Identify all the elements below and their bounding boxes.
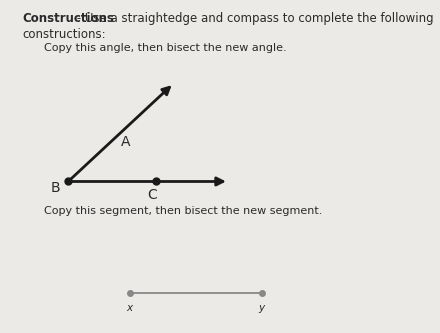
- Text: Copy this angle, then bisect the new angle.: Copy this angle, then bisect the new ang…: [44, 43, 286, 53]
- Text: y: y: [259, 303, 265, 313]
- Text: constructions:: constructions:: [22, 28, 106, 41]
- Text: x: x: [127, 303, 133, 313]
- Text: Copy this segment, then bisect the new segment.: Copy this segment, then bisect the new s…: [44, 206, 323, 216]
- Text: C: C: [147, 188, 157, 202]
- Text: B: B: [50, 181, 60, 195]
- Text: Constructions: Constructions: [22, 12, 114, 25]
- Text: - Use a straightedge and compass to complete the following: - Use a straightedge and compass to comp…: [73, 12, 434, 25]
- Text: A: A: [121, 135, 130, 149]
